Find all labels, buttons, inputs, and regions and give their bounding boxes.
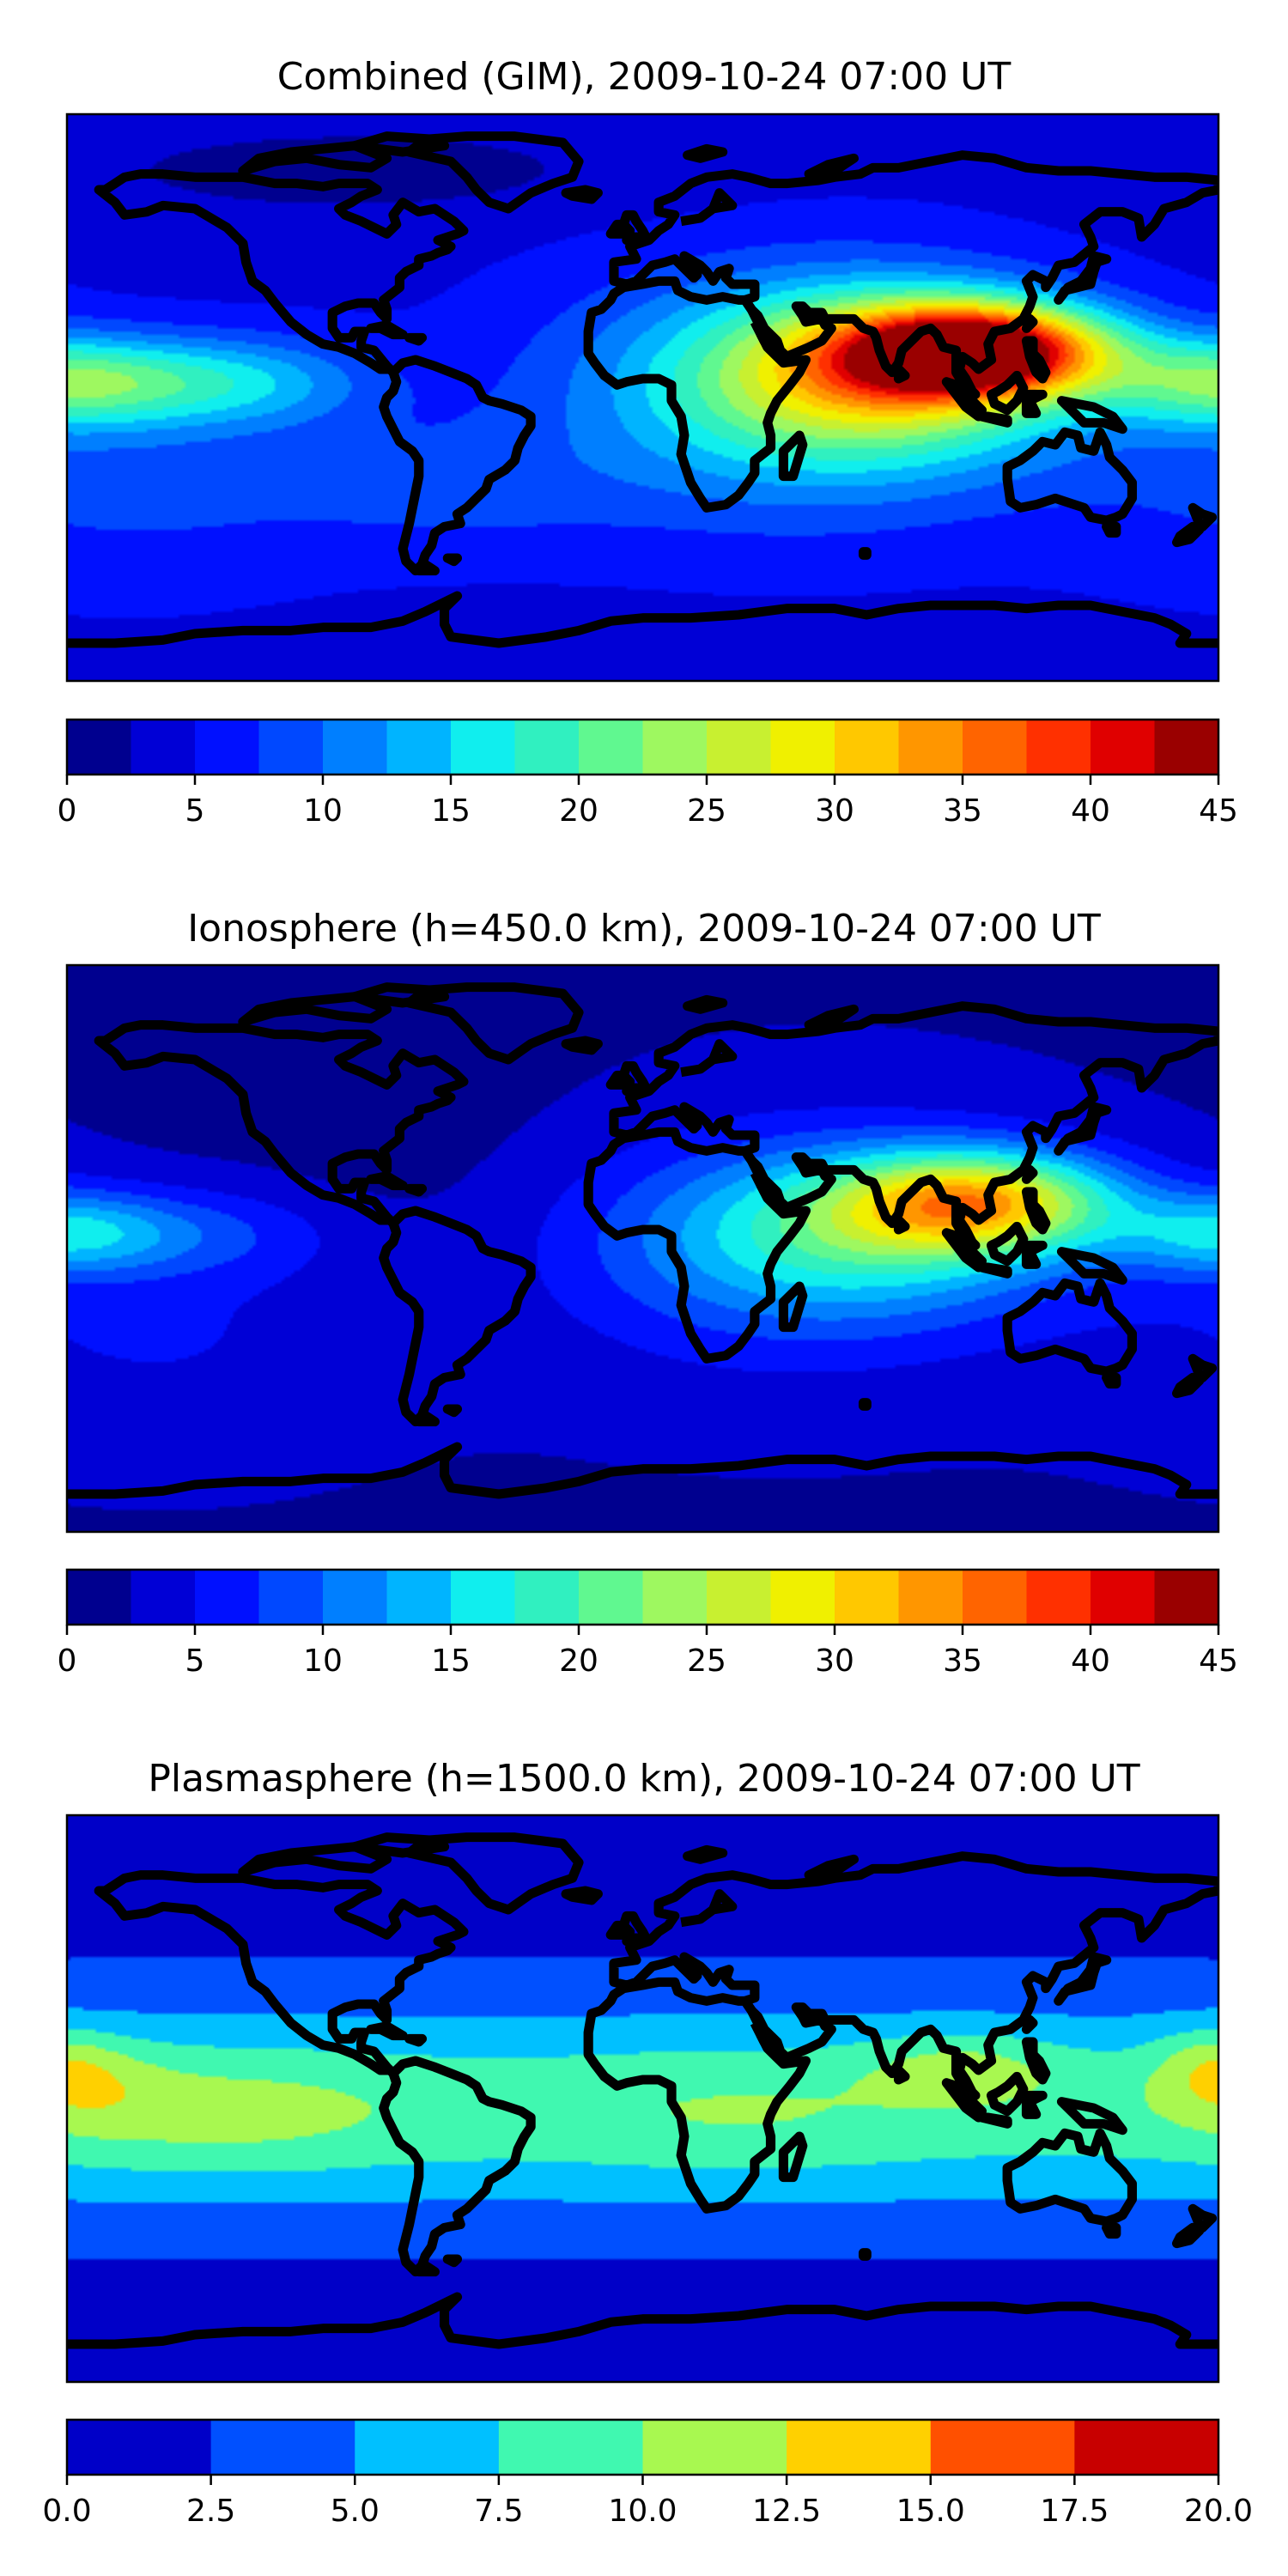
colorbar-tick-label: 45 (1199, 1643, 1238, 1679)
colorbar-segment (323, 720, 388, 775)
colorbar-tick-label: 0 (58, 1643, 77, 1679)
colorbar-tick-label: 2.5 (186, 2494, 235, 2529)
map-frame (65, 1814, 1220, 2384)
colorbar-segment (787, 2420, 932, 2475)
map-frame (65, 963, 1220, 1534)
colorbar-tick-label: 10.0 (608, 2494, 677, 2529)
colorbar-segment (1154, 720, 1219, 775)
map-area (65, 963, 1220, 1534)
colorbar: 0.0 2.5 5.0 7.5 10.0 12.5 15.0 17.5 20.0 (42, 2418, 1253, 2529)
colorbar-tick-label: 25 (687, 1643, 726, 1679)
colorbar-segment (963, 1570, 1028, 1625)
colorbar-tick-label: 5 (185, 793, 205, 829)
map-area (65, 1814, 1220, 2384)
colorbar-tick-label: 30 (815, 793, 854, 829)
colorbar-segment (258, 1570, 324, 1625)
colorbar-segment (770, 720, 835, 775)
colorbar-segment (1074, 2420, 1219, 2475)
colorbar-segment (642, 1570, 708, 1625)
colorbar-tick-label: 40 (1071, 793, 1110, 829)
map-frame (65, 112, 1220, 683)
panel-plasmasphere: Plasmasphere (h=1500.0 km), 2009-10-24 0… (42, 1757, 1253, 2529)
colorbar-tick-label: 45 (1199, 793, 1238, 829)
colorbar-tick-label: 17.5 (1040, 2494, 1109, 2529)
colorbar-segment (386, 720, 452, 775)
colorbar-segment (210, 2420, 355, 2475)
colorbar-segment (770, 1570, 835, 1625)
colorbar-segment (451, 1570, 516, 1625)
colorbar-tick-label: 35 (943, 1643, 982, 1679)
colorbar-segment (514, 1570, 580, 1625)
colorbar-segment (195, 720, 260, 775)
colorbar-segment (707, 1570, 772, 1625)
colorbar-segment (1154, 1570, 1219, 1625)
colorbar-frame (65, 1568, 1220, 1626)
colorbar-tick-label: 10 (303, 1643, 343, 1679)
colorbar-segment (898, 1570, 963, 1625)
colorbar-tick-label: 7.5 (474, 2494, 523, 2529)
colorbar-segment (131, 1570, 196, 1625)
colorbar-segment (579, 1570, 644, 1625)
colorbar-segment (514, 720, 580, 775)
colorbar-segment (67, 720, 132, 775)
colorbar-tick-label: 20 (559, 1643, 598, 1679)
colorbar-tick-label: 40 (1071, 1643, 1110, 1679)
colorbar-tick-label: 20 (559, 793, 598, 829)
colorbar-tick-label: 0.0 (42, 2494, 91, 2529)
colorbar: 0 5 10 15 20 25 30 35 40 45 (58, 1568, 1238, 1679)
colorbar: 0 5 10 15 20 25 30 35 40 45 (58, 718, 1238, 829)
colorbar-segment (642, 720, 708, 775)
colorbar-segment (323, 1570, 388, 1625)
colorbar-segment (1091, 720, 1156, 775)
panel-title: Ionosphere (h=450.0 km), 2009-10-24 07:0… (187, 907, 1101, 951)
colorbar-segment (1026, 1570, 1091, 1625)
colorbar-tick-label: 10 (303, 793, 343, 829)
colorbar-segment (195, 1570, 260, 1625)
colorbar-segment (258, 720, 324, 775)
colorbar-tick-label: 25 (687, 793, 726, 829)
colorbar-segment (898, 720, 963, 775)
colorbar-segment (67, 2420, 212, 2475)
panel-title: Plasmasphere (h=1500.0 km), 2009-10-24 0… (148, 1757, 1139, 1801)
colorbar-tick-label: 20.0 (1184, 2494, 1253, 2529)
colorbar-segment (355, 2420, 500, 2475)
colorbar-tick-label: 0 (58, 793, 77, 829)
colorbar-tick-label: 12.5 (752, 2494, 821, 2529)
colorbar-segment (498, 2420, 644, 2475)
colorbar-tick-label: 30 (815, 1643, 854, 1679)
panel-ionosphere: Ionosphere (h=450.0 km), 2009-10-24 07:0… (58, 907, 1238, 1679)
colorbar-segment (930, 2420, 1075, 2475)
colorbar-segment (1091, 1570, 1156, 1625)
colorbar-segment (579, 720, 644, 775)
colorbar-tick-label: 15 (431, 1643, 471, 1679)
colorbar-segment (642, 2420, 787, 2475)
colorbar-tick-label: 15 (431, 793, 471, 829)
colorbar-segment (707, 720, 772, 775)
colorbar-tick-label: 15.0 (896, 2494, 965, 2529)
colorbar-frame (65, 718, 1220, 776)
colorbar-tick-label: 5.0 (331, 2494, 380, 2529)
colorbar-segment (1026, 720, 1091, 775)
colorbar-segment (131, 720, 196, 775)
colorbar-segment (451, 720, 516, 775)
colorbar-segment (963, 720, 1028, 775)
colorbar-segment (835, 1570, 900, 1625)
colorbar-segment (386, 1570, 452, 1625)
map-area (65, 112, 1220, 683)
colorbar-tick-label: 5 (185, 1643, 205, 1679)
colorbar-segment (835, 720, 900, 775)
panel-title: Combined (GIM), 2009-10-24 07:00 UT (277, 55, 1012, 99)
colorbar-tick-label: 35 (943, 793, 982, 829)
panel-combined: Combined (GIM), 2009-10-24 07:00 UT 0 5 10… (58, 55, 1238, 829)
colorbar-segment (67, 1570, 132, 1625)
